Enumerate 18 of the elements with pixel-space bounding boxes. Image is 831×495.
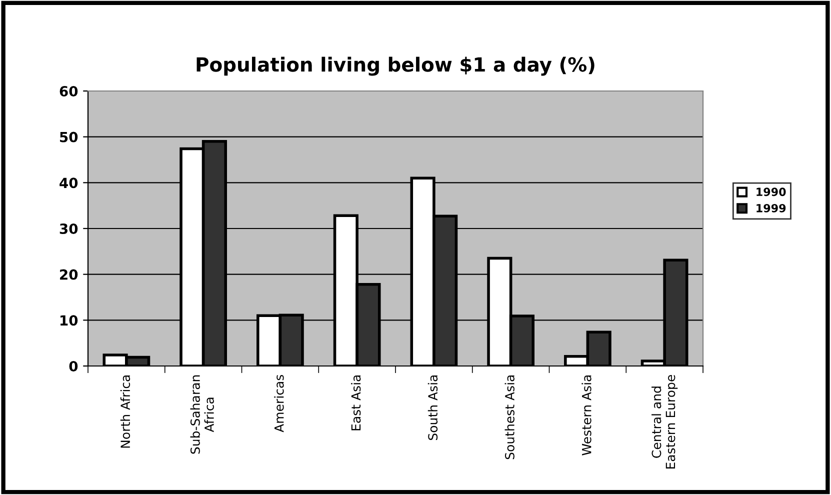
y-tick-label: 50 <box>60 132 78 142</box>
y-tick-label: 10 <box>60 315 78 326</box>
x-tick-label: Central and Eastern Europe <box>652 375 678 469</box>
y-tick-label: 20 <box>60 269 78 280</box>
x-tick-label: North Africa <box>120 375 130 448</box>
legend-label: 1990 <box>756 188 786 196</box>
chart-title: Population living below $1 a day (%) <box>196 56 594 76</box>
y-tick-label: 60 <box>60 86 78 96</box>
y-tick-label: 0 <box>69 360 78 372</box>
legend-label: 1999 <box>756 204 786 212</box>
x-tick-label: East Asia <box>351 375 361 430</box>
x-tick-label: South Asia <box>428 375 438 440</box>
x-tick-label: Americas <box>274 374 284 432</box>
x-tick-label: Western Asia <box>582 375 592 456</box>
x-tick-label: Sub-Saharan Africa <box>190 375 214 454</box>
x-tick-label: Southest Asia <box>504 375 514 460</box>
y-tick-label: 40 <box>60 178 78 188</box>
y-tick-label: 30 <box>60 223 78 234</box>
